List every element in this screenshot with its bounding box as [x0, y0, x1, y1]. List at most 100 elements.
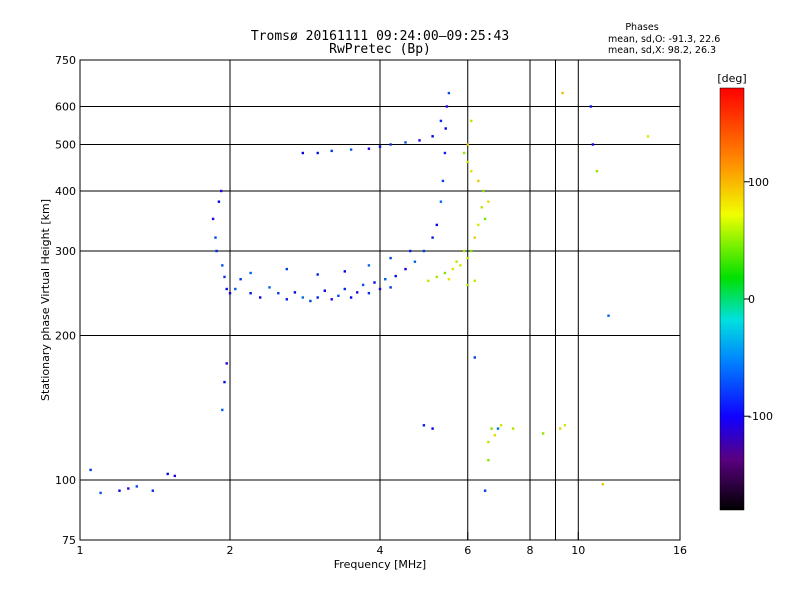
data-point — [646, 135, 650, 138]
data-point — [559, 427, 562, 430]
x-tick-label: 2 — [227, 544, 234, 557]
data-point — [373, 281, 376, 284]
y-tick-label: 600 — [55, 101, 76, 114]
y-tick-label: 500 — [55, 139, 76, 152]
data-point — [462, 249, 466, 253]
data-point — [166, 472, 169, 476]
data-point — [223, 275, 226, 279]
data-point — [422, 424, 426, 427]
data-point — [418, 139, 421, 142]
data-point — [214, 236, 217, 239]
data-point — [389, 286, 392, 289]
data-point — [239, 278, 242, 281]
data-point — [473, 236, 476, 239]
data-point — [404, 267, 407, 271]
data-point — [487, 200, 490, 203]
colorbar — [719, 87, 745, 511]
data-point — [473, 279, 476, 282]
data-point — [211, 217, 215, 221]
data-point — [431, 427, 434, 430]
data-point — [277, 292, 280, 295]
data-point — [459, 264, 462, 267]
data-point — [413, 260, 417, 263]
data-point — [447, 91, 451, 95]
y-tick-label: 400 — [55, 185, 76, 198]
data-point — [455, 260, 458, 263]
data-point — [487, 459, 490, 462]
data-point — [439, 200, 443, 203]
data-point — [356, 291, 359, 294]
data-point — [330, 149, 333, 153]
data-point — [466, 160, 469, 164]
data-point — [293, 291, 297, 294]
data-point — [367, 292, 371, 295]
data-point — [404, 141, 407, 144]
data-point — [378, 287, 382, 291]
chart-title: Tromsø 20161111 09:24:00–09:25:43 — [251, 29, 509, 44]
data-point — [285, 267, 288, 271]
y-tick-label: 75 — [62, 534, 76, 547]
data-point — [561, 91, 564, 95]
data-point — [337, 294, 340, 297]
colorbar-tick-label: -100 — [748, 410, 773, 423]
data-point — [427, 279, 430, 282]
data-point — [249, 271, 252, 275]
data-point — [487, 440, 490, 444]
data-point — [220, 189, 223, 193]
data-point — [378, 145, 382, 148]
y-axis-label: Stationary phase Virtual Height [km] — [39, 199, 52, 401]
y-tick-label: 300 — [55, 245, 76, 258]
data-point — [499, 424, 503, 427]
data-point — [591, 143, 595, 146]
data-point — [349, 148, 353, 151]
data-point — [343, 287, 346, 291]
data-point — [595, 170, 599, 173]
data-point — [483, 217, 487, 221]
phase-stats-x: mean, sd,X: 98.2, 26.3 — [608, 45, 716, 56]
colorbar-ticks: 100 0 -100 — [744, 176, 773, 423]
data-point — [493, 434, 496, 437]
x-tick-label: 10 — [571, 544, 585, 557]
grid-lines — [80, 60, 680, 540]
data-point — [435, 275, 438, 279]
data-point — [225, 287, 228, 291]
x-tick-label: 6 — [464, 544, 471, 557]
data-point — [384, 278, 387, 281]
data-point — [541, 432, 545, 435]
data-point — [389, 256, 392, 260]
phase-stats-header: Phases — [625, 22, 658, 33]
x-tick-label: 16 — [673, 544, 687, 557]
data-point — [215, 249, 218, 253]
data-point — [444, 127, 447, 130]
data-point — [221, 264, 224, 267]
data-point — [470, 170, 473, 173]
data-point — [441, 179, 445, 183]
y-tick-label: 100 — [55, 474, 76, 487]
colorbar-tick-label: 100 — [748, 176, 769, 189]
data-point — [496, 427, 500, 430]
data-point — [431, 135, 434, 138]
data-points — [89, 91, 650, 495]
data-point — [394, 274, 397, 278]
data-point — [482, 189, 485, 193]
data-point — [221, 408, 224, 412]
data-point — [409, 249, 412, 253]
data-point — [443, 271, 447, 275]
data-point — [367, 147, 371, 150]
data-point — [301, 151, 304, 155]
data-point — [563, 424, 567, 427]
chart-subtitle: RwPretec (Bp) — [329, 42, 431, 57]
data-point — [466, 143, 469, 146]
data-point — [466, 283, 469, 287]
data-point — [316, 273, 319, 276]
data-point — [217, 200, 221, 203]
data-point — [225, 362, 228, 365]
x-axis-ticks: 1 2 4 6 8 10 16 — [77, 532, 687, 557]
y-axis-ticks: 75 100 200 300 400 500 600 750 — [55, 54, 76, 547]
data-point — [223, 380, 226, 384]
data-point — [607, 314, 610, 317]
data-point — [466, 256, 469, 260]
data-point — [389, 143, 392, 146]
colorbar-label: [deg] — [717, 72, 746, 85]
